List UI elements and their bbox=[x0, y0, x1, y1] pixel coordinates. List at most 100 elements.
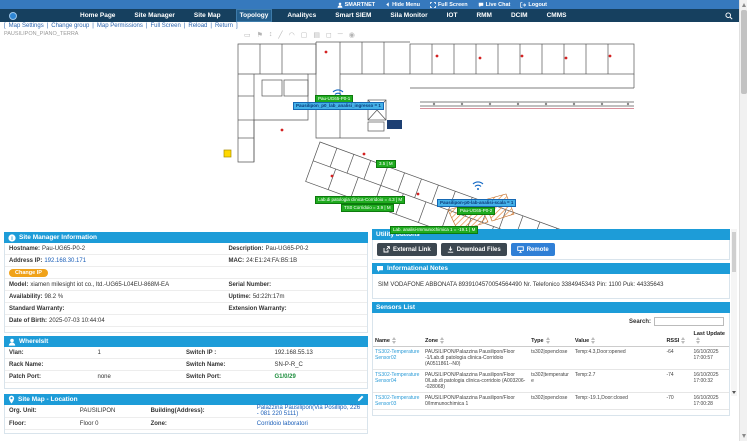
map-settings-link[interactable]: Map Settings bbox=[8, 23, 44, 29]
user-menu[interactable]: SMARTNET bbox=[337, 2, 375, 8]
nav-item-home-page[interactable]: Home Page bbox=[80, 12, 116, 19]
map-ap-label[interactable]: Pausilipon_p0_lab_analisi_ingresso = 1 bbox=[293, 102, 384, 110]
map-tool-icon[interactable]: ◉ bbox=[348, 32, 355, 39]
nav-item-sila-monitor[interactable]: Sila Monitor bbox=[390, 12, 428, 19]
building-label: Building(Address): bbox=[150, 408, 205, 414]
search-icon[interactable] bbox=[725, 7, 733, 25]
scrollbar-thumb[interactable] bbox=[732, 232, 736, 272]
nav-item-site-manager[interactable]: Site Manager bbox=[134, 12, 175, 19]
col-header-last-update[interactable]: Last Update bbox=[691, 329, 729, 347]
scroll-down-arrow[interactable] bbox=[742, 434, 746, 438]
ip-link[interactable]: 192.168.30.171 bbox=[44, 257, 87, 264]
map-ap-label[interactable]: Pausilipon-p0-lab-analisi-scala = 1 bbox=[437, 199, 517, 207]
full-screen-button[interactable]: Full Screen bbox=[430, 2, 468, 8]
external-link-button[interactable]: External Link bbox=[377, 243, 437, 256]
separator: | bbox=[46, 23, 49, 29]
change-group-link[interactable]: Change group bbox=[51, 23, 90, 29]
building-link[interactable]: Palazzina Pausilipon(Via Posillipo, 226 … bbox=[256, 405, 361, 417]
sensor-zone: PAUSILIPON/Palazzina Pausilipon/Floor -1… bbox=[422, 346, 530, 370]
download-files-button[interactable]: Download Files bbox=[440, 243, 507, 256]
vlan-value: 1 bbox=[97, 349, 101, 356]
logout-button[interactable]: Logout bbox=[520, 2, 547, 8]
map-sensor-label[interactable]: TS0 Corridoio = 3.9 | M bbox=[341, 204, 394, 212]
app-logo[interactable] bbox=[9, 11, 17, 20]
map-tool-icon[interactable]: ╱ bbox=[278, 32, 283, 39]
external-link-icon bbox=[383, 246, 390, 253]
switch-port-label: Switch Port: bbox=[186, 373, 222, 380]
map-tool-icon[interactable]: ▤ bbox=[313, 32, 320, 39]
nav-item-topology[interactable]: Topology bbox=[235, 9, 273, 22]
remote-button[interactable]: Remote bbox=[510, 243, 555, 256]
separator: | bbox=[210, 23, 212, 29]
switch-ip-label: Switch IP : bbox=[186, 349, 217, 356]
map-tool-icon[interactable]: ◻ bbox=[325, 32, 332, 39]
map-toolbar: ▭ ⚑ ↕ ╱ ◠ ▢ ▤ ◻ ─ ◉ bbox=[244, 31, 355, 39]
map-sensor-label[interactable]: Lab. analisi-Immunochimica 1 = -19.1 | M bbox=[390, 226, 479, 234]
nav-item-site-map[interactable]: Site Map bbox=[193, 12, 221, 19]
scroll-down-arrow[interactable] bbox=[732, 391, 736, 394]
sensor-name-link[interactable]: TS302-Temperature Sensor03 bbox=[375, 395, 420, 407]
right-panels: Utility buttons External Link Download F… bbox=[372, 229, 730, 416]
sensor-value: Temp:2.7 bbox=[572, 369, 665, 393]
sensor-last-update: 16/10/2025 17:00:32 bbox=[691, 369, 729, 393]
sensor-rssi: -64 bbox=[664, 346, 692, 370]
edit-icon[interactable] bbox=[357, 395, 364, 404]
zone-link[interactable]: Corridoio laboratori bbox=[256, 420, 308, 427]
live-chat-button[interactable]: Live Chat bbox=[478, 2, 510, 8]
map-tool-icon[interactable]: ⚑ bbox=[256, 32, 263, 39]
floor-label: Floor: bbox=[9, 420, 26, 427]
extension-warranty-label: Extension Warranty: bbox=[228, 305, 287, 312]
location-panel-body: Org. Unit: PAUSILIPON Building(Address):… bbox=[4, 405, 368, 434]
change-ip-button[interactable]: Change IP bbox=[9, 268, 48, 277]
full-screen-link[interactable]: Full Screen bbox=[150, 23, 181, 29]
map-sensor-label[interactable]: Pau-UG65-P0-2 bbox=[457, 207, 496, 215]
map-tool-icon[interactable]: ─ bbox=[337, 31, 343, 38]
return-link[interactable]: Return bbox=[214, 23, 233, 29]
map-sensor-label[interactable]: 3.5 | M bbox=[376, 160, 396, 168]
nav-item-cmms[interactable]: CMMS bbox=[546, 12, 567, 19]
col-header-rssi[interactable]: RSSI bbox=[664, 329, 692, 347]
nav-item-analitycs[interactable]: Analitycs bbox=[287, 12, 317, 19]
map-tool-icon[interactable]: ▭ bbox=[244, 32, 251, 39]
floor-plan[interactable] bbox=[222, 34, 642, 234]
reload-link[interactable]: Reload bbox=[188, 23, 208, 29]
sensor-name-link[interactable]: TS302-Temperature Sensor02 bbox=[375, 349, 420, 361]
right-column-scrollbar[interactable] bbox=[731, 229, 737, 396]
col-header-name[interactable]: Name bbox=[373, 329, 423, 347]
map-tool-icon[interactable]: ↕ bbox=[268, 31, 273, 38]
nav-item-dcim[interactable]: DCIM bbox=[510, 12, 528, 19]
table-row: TS302-Temperature Sensor02 PAUSILIPON/Pa… bbox=[373, 346, 729, 370]
switch-name-value: SN-P-R_C bbox=[274, 361, 303, 368]
map-tool-icon[interactable]: ▢ bbox=[300, 32, 308, 39]
nav-item-iot[interactable]: IOT bbox=[446, 12, 458, 19]
sensors-search-input[interactable] bbox=[654, 317, 724, 326]
hide-menu-button[interactable]: Hide Menu bbox=[385, 2, 420, 8]
floor-map-region[interactable]: ▭ ⚑ ↕ ╱ ◠ ▢ ▤ ◻ ─ ◉ bbox=[0, 31, 738, 234]
description-label: Description: bbox=[228, 245, 264, 252]
map-sensor-label[interactable]: Lab.di patologia clinica-Corridoio = 4.3… bbox=[315, 196, 406, 204]
scroll-up-arrow[interactable] bbox=[742, 3, 746, 7]
col-header-type[interactable]: Type bbox=[529, 329, 573, 347]
sensor-name-link[interactable]: TS302-Temperature Sensor04 bbox=[375, 372, 420, 384]
map-permissions-link[interactable]: Map Permissions bbox=[96, 23, 143, 29]
sensor-type: ts302|temperature bbox=[529, 369, 573, 393]
svg-text:i: i bbox=[11, 236, 13, 242]
nav-item-rmm[interactable]: RMM bbox=[476, 12, 492, 19]
switch-port-value[interactable]: G1/0/29 bbox=[274, 373, 296, 380]
col-header-zone[interactable]: Zone bbox=[422, 329, 530, 347]
sort-icon bbox=[695, 337, 700, 344]
alarm-dots bbox=[280, 50, 612, 208]
description-value: Pau-UG65-P0-2 bbox=[265, 245, 309, 252]
utility-buttons-row: External Link Download Files Remote bbox=[372, 240, 730, 260]
availability-value: 98.2 % bbox=[44, 293, 64, 300]
map-tool-icon[interactable]: ◠ bbox=[288, 32, 295, 39]
table-row: TS302-Temperature Sensor04 PAUSILIPON/Pa… bbox=[373, 369, 729, 393]
page-scrollbar[interactable] bbox=[739, 0, 747, 441]
scrollbar-thumb[interactable] bbox=[741, 10, 747, 94]
zone-label: Zone: bbox=[150, 420, 167, 427]
nav-item-smart-siem[interactable]: Smart SIEM bbox=[335, 12, 372, 19]
sensor-rssi: -74 bbox=[664, 369, 692, 393]
yellow-marker bbox=[223, 149, 232, 158]
col-header-value[interactable]: Value bbox=[572, 329, 665, 347]
logout-icon bbox=[520, 1, 527, 8]
